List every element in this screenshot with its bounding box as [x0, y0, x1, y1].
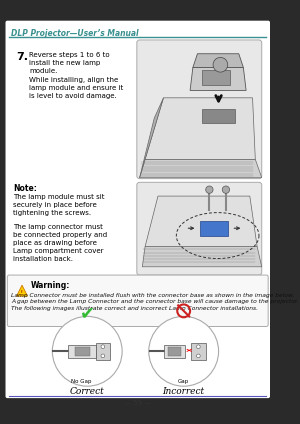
Polygon shape — [190, 67, 246, 90]
Bar — [191, 343, 206, 360]
Polygon shape — [193, 54, 243, 67]
Bar — [202, 70, 230, 85]
FancyBboxPatch shape — [7, 275, 268, 326]
Polygon shape — [16, 285, 28, 296]
Text: Correct: Correct — [70, 387, 105, 396]
Text: Gap: Gap — [178, 379, 189, 384]
Bar — [202, 109, 235, 123]
Text: DLP Projector—User’s Manual: DLP Projector—User’s Manual — [11, 29, 139, 38]
Bar — [164, 345, 184, 358]
FancyBboxPatch shape — [5, 21, 270, 398]
Text: Warning:: Warning: — [31, 282, 70, 290]
Bar — [168, 347, 181, 356]
Polygon shape — [140, 98, 164, 178]
Text: Note:: Note: — [13, 184, 37, 193]
Circle shape — [101, 354, 105, 358]
Polygon shape — [145, 196, 257, 247]
Polygon shape — [140, 159, 262, 178]
FancyBboxPatch shape — [137, 40, 262, 179]
Circle shape — [149, 316, 219, 386]
Circle shape — [213, 57, 228, 72]
Text: Incorrect: Incorrect — [163, 387, 205, 396]
Circle shape — [101, 345, 105, 349]
Circle shape — [196, 354, 200, 358]
Text: — 59 —: — 59 — — [124, 400, 152, 406]
Polygon shape — [142, 247, 262, 267]
Text: Reverse steps 1 to 6 to
install the new lamp
module.
While installing, align the: Reverse steps 1 to 6 to install the new … — [29, 52, 124, 99]
Text: 7.: 7. — [16, 52, 28, 62]
Bar — [68, 345, 95, 358]
Polygon shape — [145, 98, 255, 159]
Text: No Gap: No Gap — [70, 379, 91, 384]
Bar — [200, 221, 228, 236]
Text: The lamp module must sit
securely in place before
tightening the screws.: The lamp module must sit securely in pla… — [13, 194, 104, 216]
Circle shape — [222, 186, 230, 193]
Text: Lamp Connector must be installed flush with the connector base as shown in the i: Lamp Connector must be installed flush w… — [11, 293, 299, 311]
Text: The lamp connector must
be connected properly and
place as drawing before
Lamp c: The lamp connector must be connected pro… — [13, 223, 107, 262]
Bar — [75, 347, 90, 356]
Circle shape — [206, 186, 213, 193]
Text: ✔: ✔ — [80, 304, 95, 322]
Circle shape — [196, 345, 200, 349]
Text: !: ! — [20, 290, 24, 296]
FancyBboxPatch shape — [137, 182, 262, 275]
Circle shape — [52, 316, 122, 386]
Bar — [95, 343, 110, 360]
